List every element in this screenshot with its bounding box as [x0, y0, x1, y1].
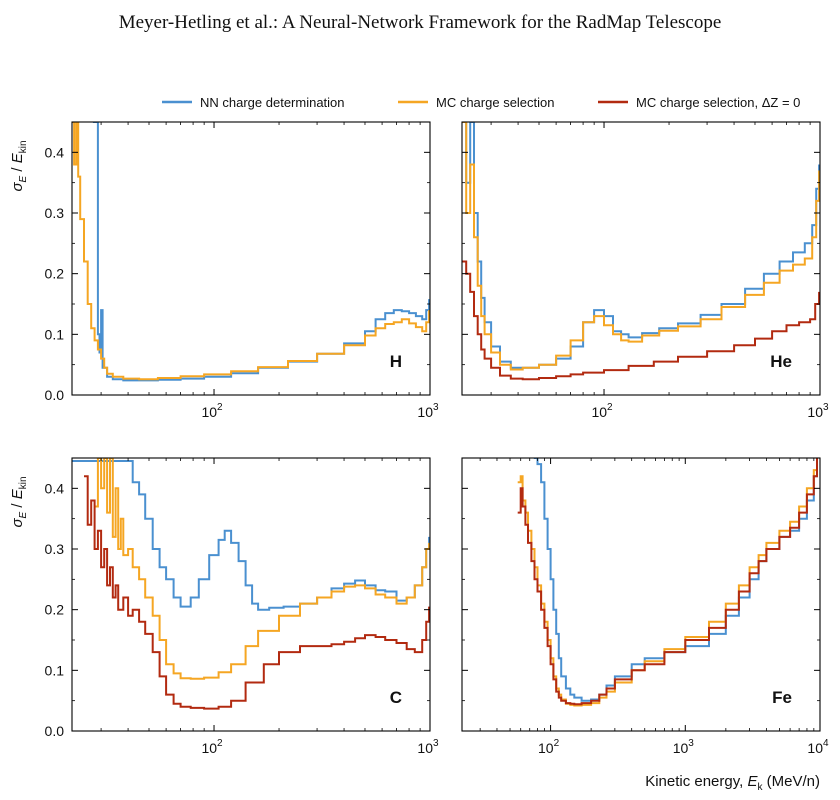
legend-label: NN charge determination	[200, 95, 345, 110]
series-line	[533, 458, 818, 702]
series-line	[462, 260, 820, 381]
series-line	[462, 122, 820, 369]
plot-frame	[71, 121, 431, 396]
panel-label: C	[390, 688, 402, 707]
plot-frame	[71, 457, 431, 732]
y-axis-title-top: σE / Ekin	[9, 140, 29, 191]
x-tick-label: 102	[201, 738, 223, 756]
series-line	[462, 122, 820, 371]
plot-frame	[461, 457, 821, 732]
legend-label: MC charge selection	[436, 95, 555, 110]
x-tick-label: 103	[673, 738, 695, 756]
y-axis-title-bottom: σE / Ekin	[9, 476, 29, 527]
y-tick-label: 0.3	[45, 205, 65, 221]
series-line	[72, 122, 430, 381]
series-line	[92, 122, 430, 382]
series-line	[72, 460, 430, 611]
page-header: Meyer-Hetling et al.: A Neural-Network F…	[118, 12, 722, 33]
y-tick-label: 0.4	[45, 480, 65, 496]
y-tick-label: 0.2	[45, 602, 65, 618]
y-tick-label: 0.2	[45, 266, 65, 282]
series-line	[517, 458, 818, 707]
legend: NN charge determination MC charge selecti…	[162, 95, 800, 110]
panel-he: 102 103 He	[461, 121, 829, 420]
panel-h: 0.0 0.1 0.2 0.3 0.4 102 103 H	[45, 121, 439, 420]
x-tick-label: 102	[538, 738, 560, 756]
plot-frame	[461, 121, 821, 396]
x-tick-label: 102	[201, 402, 223, 420]
y-tick-label: 0.3	[45, 541, 65, 557]
legend-label: MC charge selection, ΔZ = 0	[636, 95, 800, 110]
y-tick-label: 0.1	[45, 326, 65, 342]
x-tick-label: 102	[591, 402, 613, 420]
x-tick-label: 103	[417, 402, 439, 420]
x-axis-title: Kinetic energy, Ek (MeV/n)	[645, 773, 820, 793]
y-tick-label: 0.4	[45, 144, 65, 160]
legend-item: NN charge determination	[162, 95, 345, 110]
panel-c: 0.0 0.1 0.2 0.3 0.4 102 103 C	[45, 457, 439, 756]
legend-item: MC charge selection	[398, 95, 555, 110]
x-tick-label: 104	[807, 738, 829, 756]
panel-label: Fe	[772, 688, 792, 707]
series-line	[94, 458, 430, 680]
panel-fe: 102 103 104 Fe	[461, 457, 829, 756]
x-tick-label: 103	[417, 738, 439, 756]
panel-label: H	[390, 352, 402, 371]
legend-item: MC charge selection, ΔZ = 0	[598, 95, 800, 110]
series-line	[84, 475, 430, 710]
panel-label: He	[770, 352, 792, 371]
series-line	[517, 458, 818, 706]
y-tick-label: 0.0	[45, 723, 65, 739]
x-tick-label: 103	[807, 402, 829, 420]
y-tick-label: 0.1	[45, 662, 65, 678]
y-tick-label: 0.0	[45, 387, 65, 403]
